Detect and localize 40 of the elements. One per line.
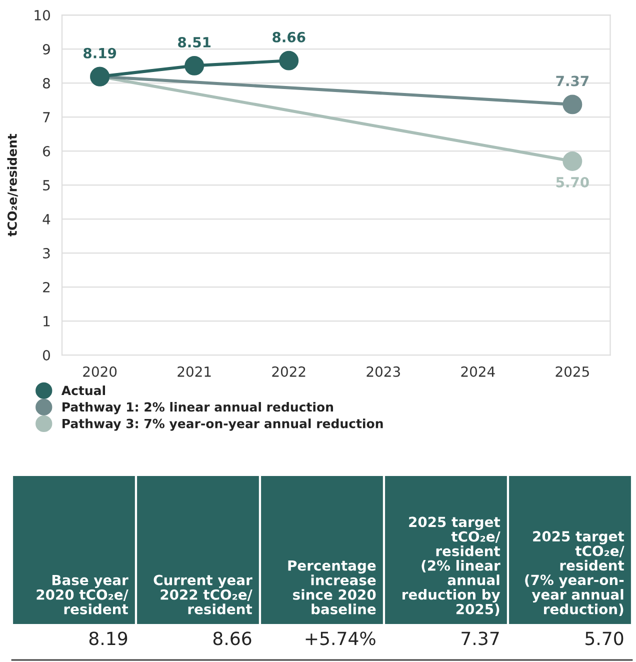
x-tick-label: 2023 (366, 366, 400, 377)
y-tick-label: 6 (43, 146, 50, 157)
x-tick-label: 2020 (83, 366, 117, 377)
x-tick-label: 2021 (178, 366, 211, 377)
y-tick-label: 5 (43, 180, 50, 191)
y-tick-label: 3 (43, 248, 50, 259)
text: 8.66 (213, 632, 252, 646)
text: 2025 target tCO₂e/ resident (2% linear annual reduction by 2025) (402, 516, 500, 616)
legend-label: Actual (61, 386, 105, 396)
y-tick-label: 8 (43, 78, 50, 88)
text: 2025 target tCO₂e/ resident (7% year-on- year annual reduction) (525, 531, 624, 616)
y-tick-label: 0 (42, 350, 50, 361)
y-tick-label: 9 (42, 44, 50, 54)
y-tick-label: 4 (42, 214, 50, 224)
data-label: 8.66 (272, 32, 306, 42)
point (562, 94, 582, 114)
point (279, 50, 299, 70)
legend-label: Pathway 1: 2% linear annual reduction (62, 402, 333, 414)
x-tick-label: 2024 (461, 366, 495, 377)
x-tick-label: 2022 (272, 366, 306, 377)
x-tick-label: 2025 (556, 366, 589, 377)
y-tick-label: 10 (34, 10, 50, 20)
point (562, 152, 582, 171)
text: Current year 2022 tCO₂e/ resident (154, 574, 252, 614)
data-label: 8.19 (84, 48, 116, 58)
y-tick-label: 7 (43, 112, 50, 122)
y-tick-label: 2 (43, 282, 50, 292)
legend-label: Pathway 3: 7% year-on-year annual reduction (62, 418, 383, 431)
data-label: 8.51 (178, 36, 211, 48)
text: Percentage increase since 2020 baseline (288, 560, 376, 614)
point (184, 56, 204, 76)
data-label: 7.37 (556, 76, 588, 86)
y-axis-title: tCO₂e/resident (7, 134, 18, 236)
data-label: 5.70 (556, 176, 589, 188)
text: 8.19 (89, 632, 128, 646)
text: Base year 2020 tCO₂e/ resident (36, 574, 128, 614)
text: 7.37 (462, 632, 499, 646)
text: +5.74% (306, 632, 376, 646)
y-tick-label: 1 (44, 316, 50, 326)
text: 5.70 (586, 632, 624, 646)
